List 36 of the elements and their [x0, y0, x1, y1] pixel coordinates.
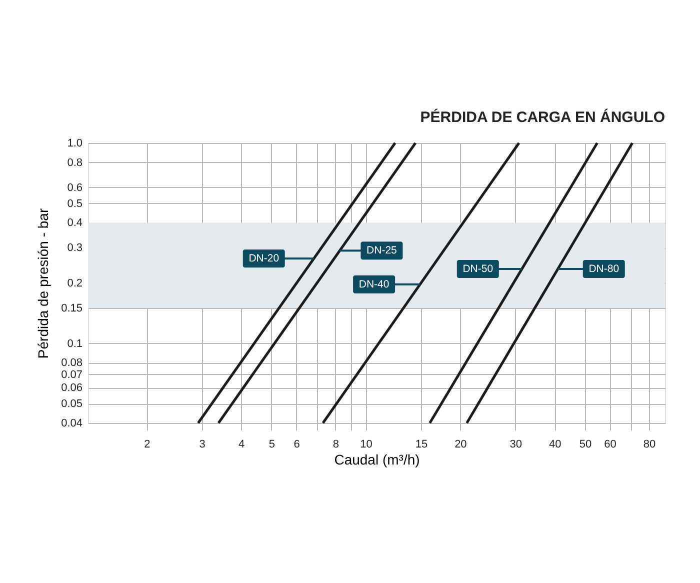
y-tick-label: 0.04 [61, 418, 82, 430]
x-tick-label: 10 [360, 438, 372, 450]
y-tick-label: 0.2 [67, 278, 82, 290]
y-tick-label: 0.5 [67, 198, 82, 210]
x-tick-label: 80 [643, 438, 656, 450]
x-axis-title: Caudal (m³/h) [334, 452, 420, 468]
text: DN-20 [248, 252, 280, 265]
y-tick-label: 0.06 [61, 382, 82, 394]
y-axis-title: Pérdida de presión - bar [35, 208, 52, 359]
x-tick-label: 15 [415, 438, 428, 450]
y-tick-label: 0.05 [61, 398, 82, 410]
text: DN-80 [588, 262, 620, 275]
x-tick-label: 50 [579, 438, 592, 450]
chart-title: PÉRDIDA DE CARGA EN ÁNGULO [420, 108, 666, 126]
y-tick-label: 0.6 [67, 182, 82, 194]
series-label: DN-25 [366, 244, 398, 257]
x-tick-label: 20 [454, 438, 467, 450]
x-tick-label: 40 [548, 438, 562, 450]
x-tick-label: 2 [144, 438, 150, 450]
x-tick-label: 6 [294, 438, 300, 450]
x-tick-label: 3 [199, 438, 206, 450]
x-tick-label: 5 [268, 438, 275, 450]
text: DN-40 [358, 278, 390, 290]
x-tick-label: 30 [510, 438, 522, 450]
text: DN-50 [462, 262, 494, 275]
y-tick-label: 0.8 [67, 156, 82, 169]
y-tick-label: 0.08 [61, 357, 82, 370]
y-tick-label: 0.07 [61, 368, 82, 381]
x-tick-label: 60 [604, 438, 616, 450]
y-tick-label: 1.0 [67, 138, 82, 150]
y-tick-label: 0.15 [61, 302, 82, 315]
x-tick-label: 4 [238, 438, 245, 450]
y-tick-label: 0.3 [67, 242, 82, 254]
y-tick-label: 0.1 [67, 338, 82, 350]
y-tick-label: 0.4 [67, 217, 82, 230]
x-tick-label: 8 [332, 438, 339, 450]
